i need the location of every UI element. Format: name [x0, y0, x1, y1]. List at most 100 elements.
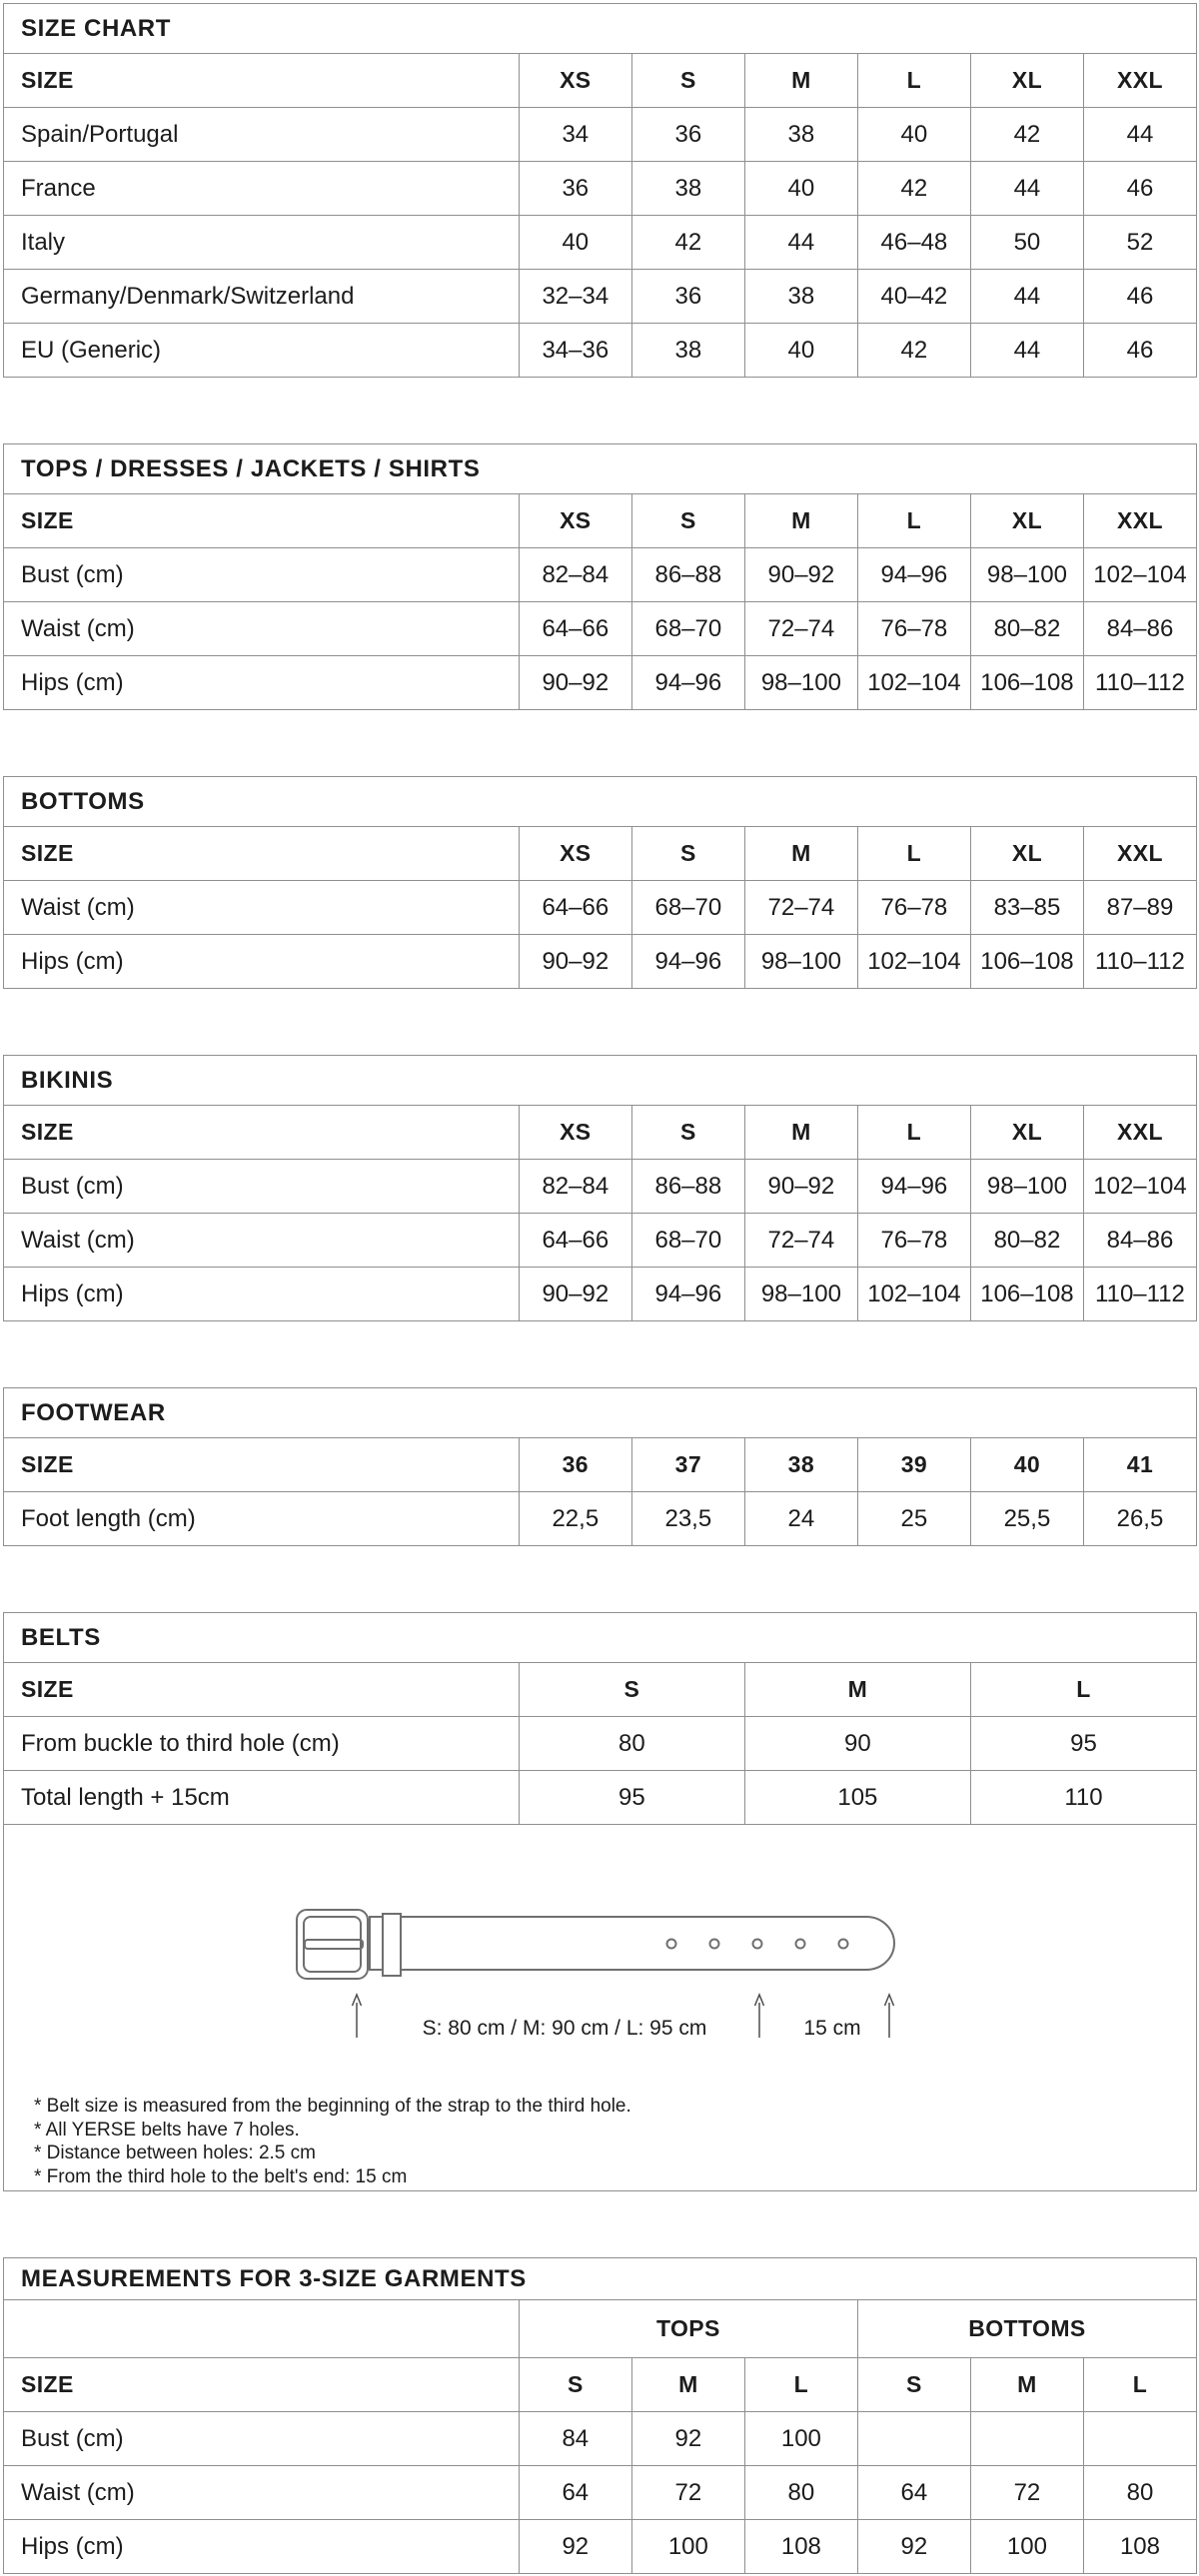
table-title: TOPS / DRESSES / JACKETS / SHIRTS — [3, 443, 1197, 493]
column-header: 37 — [630, 1437, 745, 1492]
group-header: BOTTOMS — [856, 2299, 1198, 2358]
size-cell: 36 — [630, 107, 745, 162]
header-row: SIZE S M L S M L — [3, 2357, 1198, 2412]
size-cell: 84–86 — [1082, 1213, 1198, 1268]
arrow-up-icon — [883, 1993, 895, 2038]
column-header: M — [743, 1662, 971, 1717]
size-cell: 38 — [630, 161, 745, 216]
row-label-header: SIZE — [3, 826, 520, 881]
group-header: TOPS — [518, 2299, 858, 2358]
size-cell: 90–92 — [743, 547, 858, 602]
table-row: Bust (cm) 84 92 100 — [3, 2411, 1198, 2466]
column-header: XS — [518, 826, 632, 881]
column-header: M — [743, 493, 858, 548]
column-header: 38 — [743, 1437, 858, 1492]
group-header — [3, 2299, 520, 2358]
size-cell: 40–42 — [856, 269, 971, 324]
table-title: MEASUREMENTS FOR 3-SIZE GARMENTS — [3, 2257, 1197, 2299]
belt-buckle-outer — [296, 1909, 369, 1980]
size-cell: 64–66 — [518, 1213, 632, 1268]
belt-illustration: S: 80 cm / M: 90 cm / L: 95 cm 15 cm — [296, 1909, 895, 2040]
size-cell: 105 — [743, 1770, 971, 1825]
size-cell: 38 — [630, 323, 745, 378]
size-cell: 100 — [969, 2519, 1084, 2574]
size-cell: 72 — [630, 2465, 745, 2520]
size-cell: 90 — [743, 1716, 971, 1771]
table-row: Waist (cm) 64–66 68–70 72–74 76–78 83–85 87–89 — [3, 880, 1198, 935]
bottoms-section: BOTTOMS SIZE XS S M L XL XXL Waist (cm) 64–66 68–7… — [3, 776, 1198, 989]
size-table: SIZE S M L From buckle to third hole (cm) 80 9… — [3, 1662, 1198, 2191]
column-header: S — [630, 53, 745, 108]
header-row: SIZE XS S M L XL XXL — [3, 53, 1198, 108]
size-cell: 106–108 — [969, 655, 1084, 710]
size-cell: 40 — [743, 323, 858, 378]
size-cell: 80–82 — [969, 601, 1084, 656]
size-table: SIZE 36 37 38 39 40 41 Foot length (cm) 22,5 23,5… — [3, 1437, 1198, 1546]
size-cell: 36 — [630, 269, 745, 324]
row-label: Hips (cm) — [3, 655, 520, 710]
size-cell — [969, 2411, 1084, 2466]
row-label: Germany/Denmark/Switzerland — [3, 269, 520, 324]
table-row: Italy 40 42 44 46–48 50 52 — [3, 215, 1198, 270]
size-cell: 42 — [969, 107, 1084, 162]
footwear-section: FOOTWEAR SIZE 36 37 38 39 40 41 Foot length (cm)… — [3, 1387, 1198, 1546]
size-cell: 108 — [1082, 2519, 1198, 2574]
header-row: SIZE XS S M L XL XXL — [3, 1105, 1198, 1160]
size-cell: 46 — [1082, 269, 1198, 324]
size-cell: 34 — [518, 107, 632, 162]
belt-hole-icon — [665, 1938, 677, 1950]
size-cell: 100 — [743, 2411, 858, 2466]
table-row: Total length + 15cm 95 105 110 — [3, 1770, 1198, 1825]
column-header: 39 — [856, 1437, 971, 1492]
size-cell: 76–78 — [856, 880, 971, 935]
row-label: Spain/Portugal — [3, 107, 520, 162]
size-cell: 94–96 — [630, 934, 745, 989]
column-header: XXL — [1082, 53, 1198, 108]
size-cell: 46–48 — [856, 215, 971, 270]
size-cell: 98–100 — [969, 547, 1084, 602]
table-row: France 36 38 40 42 44 46 — [3, 161, 1198, 216]
size-cell: 26,5 — [1082, 1491, 1198, 1546]
belt-diagram-row: S: 80 cm / M: 90 cm / L: 95 cm 15 cm * B… — [3, 1824, 1197, 2191]
size-cell: 90–92 — [518, 934, 632, 989]
table-row: Hips (cm) 92 100 108 92 100 108 — [3, 2519, 1198, 2574]
header-row: SIZE S M L — [3, 1662, 1198, 1717]
size-cell: 64 — [856, 2465, 971, 2520]
size-cell: 64–66 — [518, 880, 632, 935]
column-header: L — [969, 1662, 1198, 1717]
column-header: XL — [969, 826, 1084, 881]
header-row: SIZE XS S M L XL XXL — [3, 826, 1198, 881]
row-label-header: SIZE — [3, 493, 520, 548]
table-title: BELTS — [3, 1612, 1197, 1662]
column-header: L — [743, 2357, 858, 2412]
measurements-3size-section: MEASUREMENTS FOR 3-SIZE GARMENTS TOPS BOTT… — [3, 2257, 1198, 2574]
size-cell: 64–66 — [518, 601, 632, 656]
size-cell: 86–88 — [630, 547, 745, 602]
size-cell: 102–104 — [856, 1267, 971, 1321]
size-cell: 82–84 — [518, 1159, 632, 1214]
column-header: S — [518, 1662, 745, 1717]
belt-prong — [304, 1939, 364, 1950]
table-row: Germany/Denmark/Switzerland 32–34 36 38 40–4… — [3, 269, 1198, 324]
row-label: Bust (cm) — [3, 547, 520, 602]
column-header: XL — [969, 53, 1084, 108]
column-header: 40 — [969, 1437, 1084, 1492]
column-header: XS — [518, 493, 632, 548]
size-cell: 72–74 — [743, 1213, 858, 1268]
size-cell: 38 — [743, 107, 858, 162]
belt-diagram: S: 80 cm / M: 90 cm / L: 95 cm 15 cm * B… — [5, 1826, 1196, 2190]
size-cell: 102–104 — [1082, 547, 1198, 602]
table-title: BIKINIS — [3, 1055, 1197, 1105]
column-header: L — [856, 826, 971, 881]
table-row: Spain/Portugal 34 36 38 40 42 44 — [3, 107, 1198, 162]
row-label-header: SIZE — [3, 53, 520, 108]
size-cell: 38 — [743, 269, 858, 324]
row-label: Hips (cm) — [3, 934, 520, 989]
column-header: S — [518, 2357, 632, 2412]
size-cell: 50 — [969, 215, 1084, 270]
size-cell: 98–100 — [969, 1159, 1084, 1214]
table-row: EU (Generic) 34–36 38 40 42 44 46 — [3, 323, 1198, 378]
size-cell: 40 — [856, 107, 971, 162]
size-cell: 108 — [743, 2519, 858, 2574]
belt-keeper — [382, 1913, 402, 1977]
